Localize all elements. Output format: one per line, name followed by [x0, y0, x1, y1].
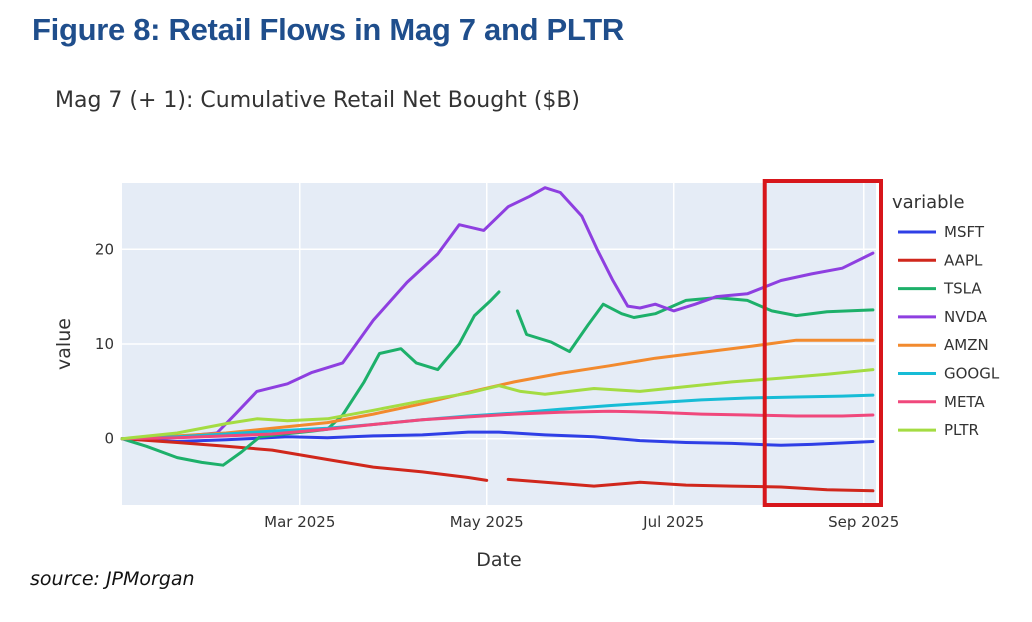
legend-label-tsla: TSLA: [943, 280, 982, 298]
series-line-msft: [120, 430, 875, 447]
legend-label-amzn: AMZN: [944, 336, 989, 354]
legend-label-pltr: PLTR: [944, 421, 979, 439]
legend-label-meta: META: [944, 393, 985, 411]
source-note: source: JPMorgan: [30, 568, 195, 590]
figure-title: Figure 8: Retail Flows in Mag 7 and PLTR: [32, 12, 624, 47]
y-tick-label: 20: [95, 240, 114, 258]
series-line-nvda: [120, 186, 875, 441]
legend-title: variable: [892, 192, 965, 213]
legend-label-aapl: AAPL: [944, 251, 983, 269]
x-axis-label: Date: [476, 549, 521, 571]
y-tick-label: 10: [95, 335, 114, 353]
highlight-box: [762, 179, 883, 507]
x-tick-label: May 2025: [450, 513, 524, 531]
series-line-pltr: [120, 368, 875, 441]
y-axis-label: value: [53, 318, 75, 370]
chart-title: Mag 7 (+ 1): Cumulative Retail Net Bough…: [55, 88, 581, 113]
grid-lines: [122, 183, 876, 505]
axis-ticks: 0 10 20 Mar 2025 May 2025 Jul 2025 Sep 2025: [95, 240, 899, 531]
y-tick-label: 0: [104, 430, 114, 448]
legend-label-nvda: NVDA: [944, 308, 988, 326]
legend-label-msft: MSFT: [944, 223, 985, 241]
series-line-aapl: [120, 437, 875, 493]
legend-label-googl: GOOGL: [944, 365, 1000, 383]
x-tick-label: Mar 2025: [264, 513, 335, 531]
legend: variable MSFT AAPL TSLA NVDA AMZN GOOGL META PL…: [892, 192, 1000, 439]
x-tick-label: Jul 2025: [642, 513, 704, 531]
x-tick-label: Sep 2025: [828, 513, 899, 531]
